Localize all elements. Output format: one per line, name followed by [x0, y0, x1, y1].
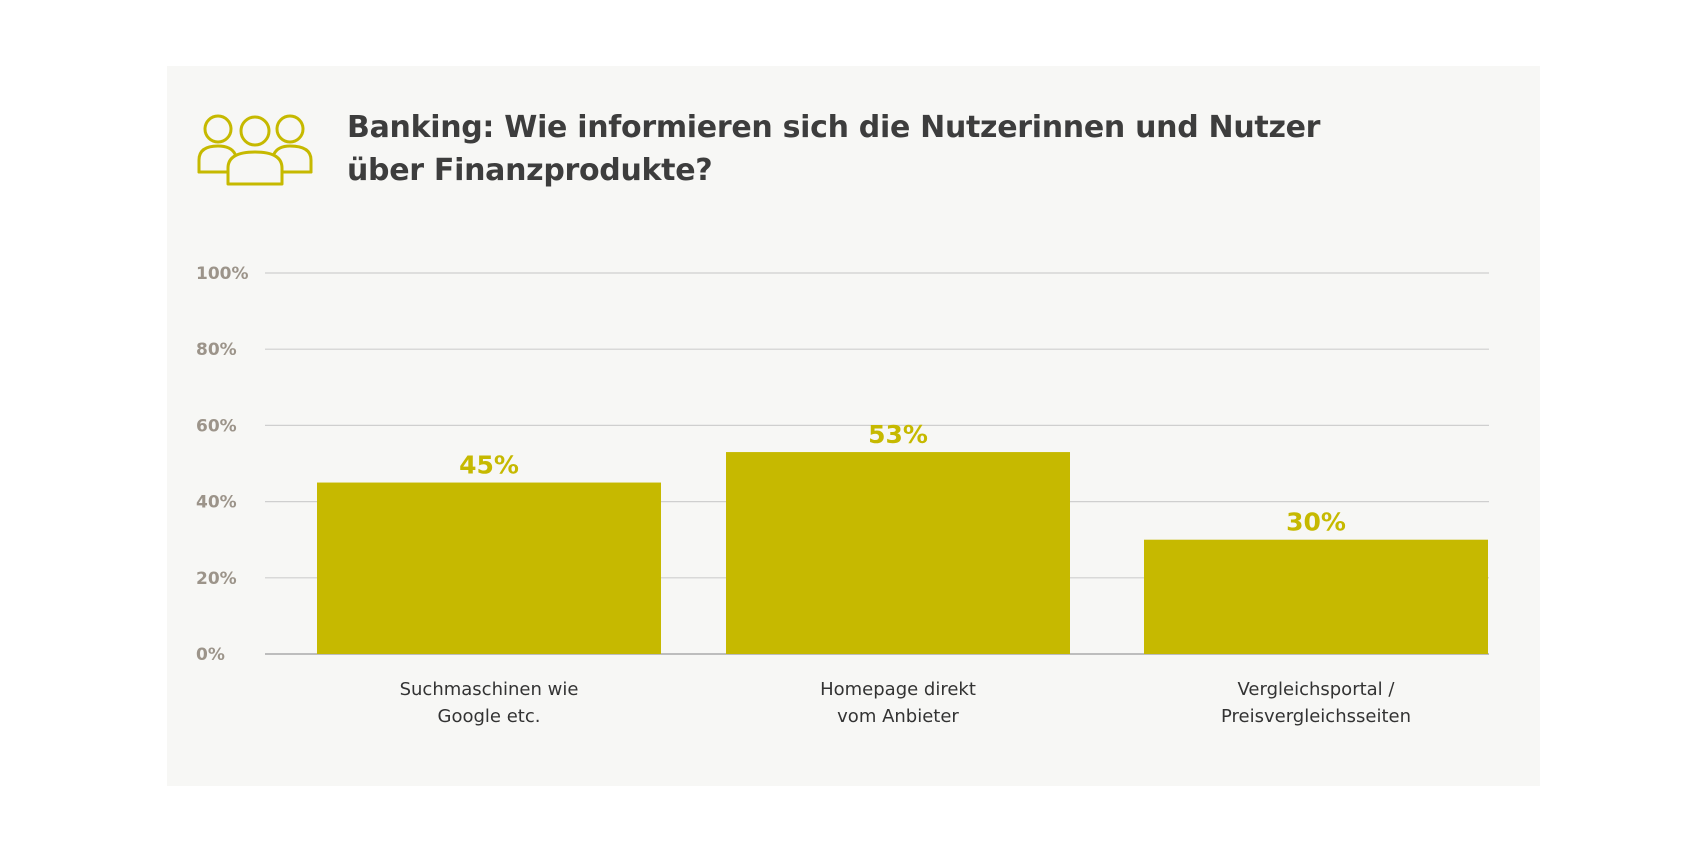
- y-tick-label: 40%: [196, 493, 237, 513]
- x-tick-label: Suchmaschinen wie: [400, 679, 579, 700]
- bar: [1144, 539, 1488, 654]
- bar-layer: [317, 452, 1488, 654]
- x-tick-label: Preisvergleichsseiten: [1221, 706, 1411, 727]
- data-label: 30%: [1286, 508, 1346, 537]
- bar: [317, 482, 661, 654]
- y-tick-label: 60%: [196, 416, 237, 436]
- x-tick-label: vom Anbieter: [837, 706, 959, 727]
- x-tick-label: Vergleichsportal /: [1238, 679, 1396, 700]
- bar: [726, 452, 1070, 654]
- x-tick-label: Google etc.: [438, 706, 541, 727]
- chart-title: Banking: Wie informieren sich die Nutzer…: [347, 110, 1321, 188]
- data-label: 45%: [459, 451, 519, 480]
- label-layer: 0% 20% 40% 60% 80% 100% 45% Suchmaschinen wie Go…: [196, 264, 1411, 727]
- data-label: 53%: [868, 420, 928, 449]
- y-tick-label: 100%: [196, 264, 249, 284]
- y-tick-label: 20%: [196, 569, 237, 589]
- x-tick-label: Homepage direkt: [820, 679, 976, 700]
- y-tick-label: 0%: [196, 645, 225, 665]
- y-tick-label: 80%: [196, 340, 237, 360]
- people-group-icon: [197, 114, 313, 186]
